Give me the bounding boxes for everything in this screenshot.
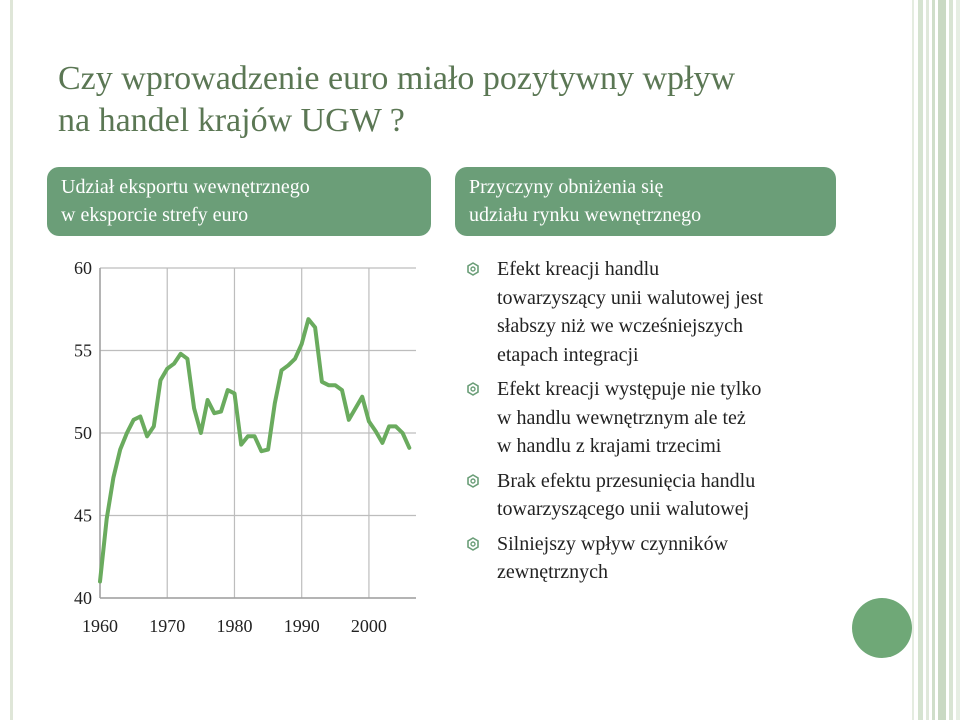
chart-header-line-2: w eksporcie strefy euro (61, 204, 249, 226)
bullet-outline-icon (467, 473, 479, 488)
reason-line: słabszy niż we wcześniejszych (497, 315, 744, 337)
right-edge-stripes (912, 0, 960, 720)
slide-title-line-2: na handel krajów UGW ? (58, 102, 405, 139)
reason-line: etapach integracji (497, 343, 639, 366)
reason-item: Efekt kreacji występuje nie tylko w hand… (465, 375, 835, 461)
reason-line: Efekt kreacji występuje nie tylko (497, 378, 762, 400)
slide-title-line-1: Czy wprowadzenie euro miało pozytywny wp… (58, 60, 735, 97)
y-tick-label: 55 (74, 341, 92, 361)
x-tick-label: 1980 (216, 616, 252, 636)
reason-item: Brak efektu przesunięcia handlu towarzys… (465, 467, 835, 524)
reasons-list: Efekt kreacji handlu towarzyszący unii w… (465, 255, 835, 593)
y-tick-label: 40 (74, 588, 92, 608)
bullet-outline-icon (467, 536, 479, 551)
x-tick-label: 2000 (351, 616, 387, 636)
reason-text: Efekt kreacji występuje nie tylko w hand… (497, 375, 835, 461)
y-tick-label: 60 (74, 258, 92, 278)
reason-line: zewnętrznych (497, 561, 609, 583)
reason-line: w handlu wewnętrznym ale też (497, 406, 746, 429)
reasons-header-line-2: udziału rynku wewnętrznego (469, 204, 702, 226)
chart-header-box: Udział eksportu wewnętrznego w eksporcie… (47, 167, 431, 236)
reason-item: Silniejszy wpływ czynników zewnętrznych (465, 530, 835, 587)
reason-line: towarzyszącego unii walutowej (497, 498, 750, 520)
reason-text: Silniejszy wpływ czynników zewnętrznych (497, 530, 835, 587)
reason-line: Efekt kreacji handlu (497, 258, 660, 280)
reason-line: Brak efektu przesunięcia handlu (497, 469, 756, 492)
y-tick-label: 50 (74, 423, 92, 443)
series-line (98, 317, 412, 584)
slide-title: Czy wprowadzenie euro miało pozytywny wp… (58, 58, 878, 142)
reasons-header-box: Przyczyny obniżenia się udziału rynku we… (455, 167, 836, 236)
bullet-outline-icon (467, 382, 479, 396)
x-tick-label: 1960 (82, 616, 118, 636)
x-tick-label: 1990 (284, 616, 320, 636)
reason-text: Efekt kreacji handlu towarzyszący unii w… (497, 255, 835, 369)
reason-line: towarzyszący unii walutowej jest (497, 286, 764, 309)
reason-line: Silniejszy wpływ czynników (497, 532, 729, 555)
x-tick-label: 1970 (149, 616, 185, 636)
intra-export-share-chart: 40 45 50 55 60 1960 1970 1980 1990 2000 (74, 258, 416, 636)
bullet-outline-icon (467, 262, 479, 276)
reason-item: Efekt kreacji handlu towarzyszący unii w… (465, 255, 835, 369)
left-edge-stripe (10, 0, 13, 720)
decorative-circle (852, 598, 912, 658)
reason-text: Brak efektu przesunięcia handlu towarzys… (497, 467, 835, 524)
y-tick-label: 45 (74, 506, 92, 526)
chart-header-line-1: Udział eksportu wewnętrznego (61, 176, 310, 198)
reasons-header-line-1: Przyczyny obniżenia się (469, 176, 664, 198)
reason-line: w handlu z krajami trzecimi (497, 435, 722, 457)
